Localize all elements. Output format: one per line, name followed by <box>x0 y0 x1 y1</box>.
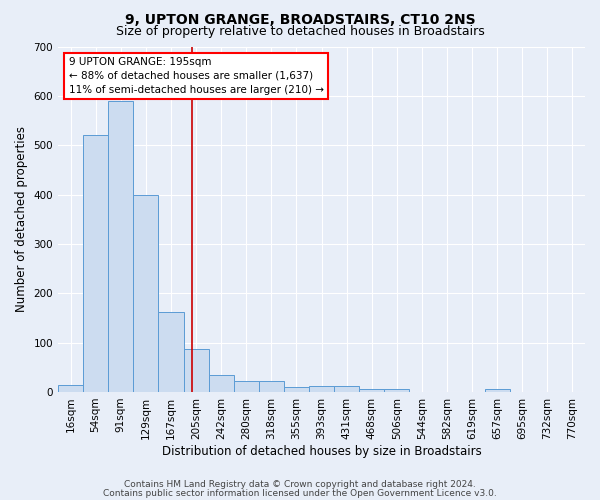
Text: 9 UPTON GRANGE: 195sqm
← 88% of detached houses are smaller (1,637)
11% of semi-: 9 UPTON GRANGE: 195sqm ← 88% of detached… <box>68 57 323 95</box>
Bar <box>209 374 233 392</box>
Y-axis label: Number of detached properties: Number of detached properties <box>15 126 28 312</box>
Bar <box>284 387 309 392</box>
X-axis label: Distribution of detached houses by size in Broadstairs: Distribution of detached houses by size … <box>161 444 481 458</box>
Bar <box>309 386 334 392</box>
Bar <box>334 386 359 392</box>
Text: Contains public sector information licensed under the Open Government Licence v3: Contains public sector information licen… <box>103 488 497 498</box>
Text: Contains HM Land Registry data © Crown copyright and database right 2024.: Contains HM Land Registry data © Crown c… <box>124 480 476 489</box>
Bar <box>259 381 284 392</box>
Text: Size of property relative to detached houses in Broadstairs: Size of property relative to detached ho… <box>116 25 484 38</box>
Text: 9, UPTON GRANGE, BROADSTAIRS, CT10 2NS: 9, UPTON GRANGE, BROADSTAIRS, CT10 2NS <box>125 12 475 26</box>
Bar <box>108 101 133 392</box>
Bar <box>58 384 83 392</box>
Bar <box>384 390 409 392</box>
Bar <box>158 312 184 392</box>
Bar <box>133 194 158 392</box>
Bar <box>359 389 384 392</box>
Bar <box>184 348 209 392</box>
Bar <box>233 381 259 392</box>
Bar <box>83 136 108 392</box>
Bar <box>485 390 510 392</box>
